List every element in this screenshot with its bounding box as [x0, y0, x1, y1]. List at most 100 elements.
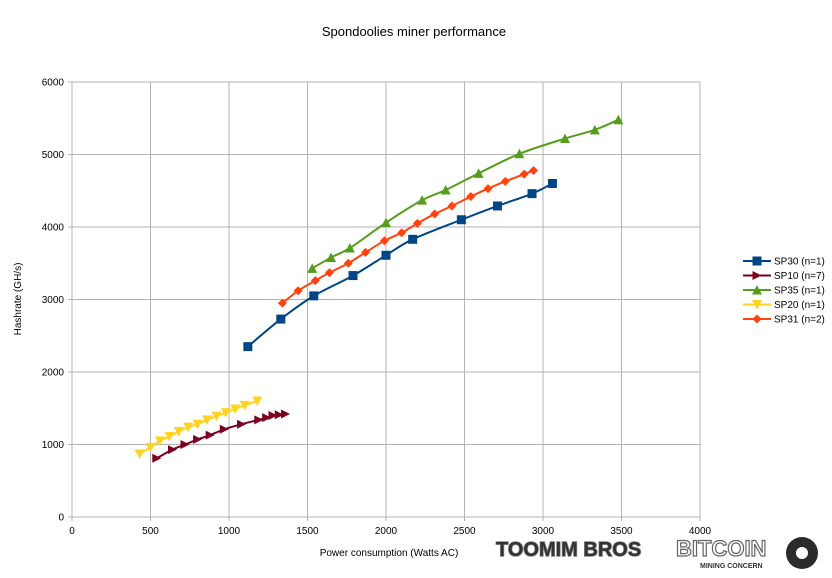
- y-tick-label: 2000: [42, 368, 65, 379]
- data-point: [193, 434, 203, 444]
- x-tick-label: 3500: [610, 526, 633, 537]
- x-axis-label: Power consumption (Watts AC): [320, 548, 459, 559]
- data-point: [154, 436, 165, 446]
- data-point: [192, 419, 203, 430]
- data-point: [326, 252, 337, 262]
- data-point: [547, 179, 557, 188]
- data-point: [307, 263, 318, 273]
- y-tick-label: 4000: [42, 223, 65, 234]
- series-0: [243, 179, 557, 352]
- data-point: [613, 114, 624, 125]
- x-tick-label: 3000: [532, 526, 555, 537]
- data-point: [268, 411, 278, 420]
- data-point: [180, 440, 190, 449]
- data-point: [500, 176, 510, 186]
- series-1: [152, 409, 291, 463]
- bitcoin-logo-text: BITCOIN: [676, 536, 766, 561]
- data-point: [519, 169, 529, 179]
- series-line: [247, 182, 553, 348]
- data-point: [527, 189, 537, 199]
- series-line: [311, 118, 619, 270]
- legend-marker: [752, 285, 762, 295]
- series-2: [307, 114, 624, 273]
- data-point: [293, 286, 303, 296]
- data-point: [277, 298, 287, 308]
- data-point: [397, 228, 407, 238]
- data-point: [276, 314, 286, 324]
- data-point: [324, 268, 334, 278]
- x-tick-label: 2500: [453, 526, 476, 537]
- legend-label: SP10 (n=7): [774, 271, 825, 282]
- y-tick-label: 1000: [42, 440, 65, 451]
- data-point: [152, 453, 162, 463]
- legend-marker: [752, 271, 762, 280]
- legend-marker: [752, 300, 762, 310]
- y-tick-label: 0: [58, 513, 64, 524]
- legend-label: SP30 (n=1): [774, 257, 825, 268]
- data-point: [252, 396, 263, 406]
- data-point: [381, 250, 391, 260]
- data-point: [343, 258, 353, 268]
- data-point: [529, 165, 539, 175]
- data-point: [310, 276, 320, 286]
- data-point: [167, 445, 177, 455]
- data-point: [456, 215, 466, 225]
- tick-labels: 0 500 1000 1500 2000 2500 3000 3500 4000 0 1000 200…: [42, 78, 712, 538]
- x-tick-label: 1000: [218, 526, 241, 537]
- data-point: [417, 195, 428, 205]
- data-point: [183, 422, 194, 433]
- data-point: [164, 432, 175, 442]
- data-point: [237, 419, 247, 429]
- x-tick-label: 0: [69, 526, 75, 537]
- data-point: [381, 217, 391, 228]
- data-point: [281, 409, 291, 419]
- legend-label: SP35 (n=1): [774, 286, 825, 297]
- mining-concern-text: MINING CONCERN: [700, 563, 763, 570]
- data-point: [230, 404, 241, 414]
- data-point: [492, 201, 502, 211]
- data-point: [145, 442, 156, 453]
- data-point: [466, 192, 476, 202]
- legend: SP30 (n=1) SP10 (n=7) SP35 (n=1) SP20 (n=1)…: [743, 256, 825, 326]
- chart-title: Spondoolies miner performance: [322, 24, 506, 39]
- data-point: [473, 168, 484, 178]
- data-point: [344, 243, 355, 253]
- x-tick-label: 4000: [689, 526, 712, 537]
- x-tick-label: 1500: [296, 526, 319, 537]
- toomim-logo-text: TOOMIM BROS: [496, 539, 641, 561]
- data-point: [430, 209, 440, 219]
- toomim-bros-logo: TOOMIM BROS TOOMIM BROS: [495, 538, 642, 561]
- data-point: [202, 415, 213, 425]
- bitcoin-mining-concern-logo: BITCOIN MINING CONCERN: [675, 535, 818, 570]
- data-point: [408, 234, 418, 244]
- data-point: [205, 430, 215, 440]
- data-point: [262, 413, 272, 423]
- data-point: [514, 148, 525, 159]
- data-point: [220, 408, 231, 418]
- series: [134, 114, 624, 463]
- x-tick-label: 2000: [375, 526, 398, 537]
- data-point: [440, 185, 451, 195]
- data-point: [173, 426, 184, 437]
- series-line: [281, 169, 534, 304]
- data-point: [254, 415, 264, 425]
- legend-marker: [752, 314, 762, 324]
- y-tick-label: 6000: [42, 78, 65, 89]
- data-point: [274, 410, 284, 420]
- data-point: [412, 218, 422, 228]
- y-axis-label: Hashrate (GH/s): [13, 263, 24, 336]
- data-point: [219, 424, 229, 434]
- x-tick-label: 500: [142, 526, 159, 537]
- series-line: [156, 413, 286, 460]
- series-3: [134, 396, 263, 459]
- series-4: [277, 165, 539, 308]
- data-point: [589, 124, 600, 135]
- legend-marker: [752, 256, 762, 266]
- data-point: [348, 271, 358, 281]
- y-tick-label: 5000: [42, 150, 65, 161]
- data-point: [559, 133, 570, 144]
- data-point: [379, 236, 389, 246]
- data-point: [483, 184, 493, 194]
- data-point: [309, 291, 319, 301]
